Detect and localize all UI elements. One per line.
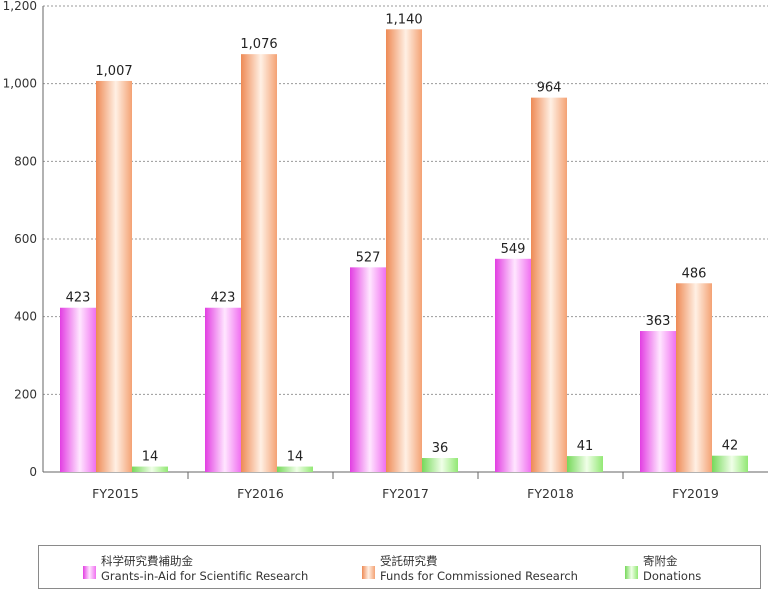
data-label: 14 [142,450,159,465]
data-label: 423 [66,291,91,306]
x-category-label: FY2018 [527,486,574,501]
data-label: 486 [682,266,707,281]
bar [531,97,567,472]
legend-label-commissioned-en: Funds for Commissioned Research [380,569,578,583]
bar [676,283,712,472]
legend-label-grants-ja: 科学研究費補助金 [101,554,193,568]
data-label: 36 [432,441,449,456]
bar [350,267,386,472]
data-label: 14 [287,450,304,465]
y-tick-label: 600 [14,232,37,246]
bar [567,456,603,472]
data-label: 527 [356,250,381,265]
bar [640,331,676,472]
bar [60,307,96,472]
legend-swatch-grants [83,566,96,579]
data-label: 42 [722,439,739,454]
legend-item-grants: 科学研究費補助金 Grants-in-Aid for Scientific Re… [83,552,373,584]
y-tick-label: 0 [29,465,37,479]
bar [96,80,132,472]
data-label: 964 [537,81,562,96]
data-label: 549 [501,242,526,257]
data-label: 1,076 [240,37,277,52]
x-category-label: FY2017 [382,486,429,501]
legend-swatch-donations [625,566,638,579]
bar [205,307,241,472]
y-tick-label: 400 [14,310,37,324]
legend-label-donations-en: Donations [643,569,702,583]
bar [422,458,458,472]
y-tick-label: 800 [14,154,37,168]
legend-label-grants-en: Grants-in-Aid for Scientific Research [101,569,309,583]
y-tick-label: 1,200 [3,0,37,13]
y-tick-label: 200 [14,387,37,401]
data-labels: 423 1,007 14 423 1,076 14 527 1,140 36 549 964 41 36… [66,12,739,464]
bar [495,258,531,472]
x-category-label: FY2016 [237,486,284,501]
legend-item-commissioned: 受託研究費 Funds for Commissioned Research [362,552,632,584]
x-category-label: FY2019 [672,486,719,501]
data-label: 363 [646,314,671,329]
legend-item-donations: 寄附金 Donations [625,552,755,584]
bar [241,54,277,473]
legend-swatch-commissioned [362,566,375,579]
data-label: 41 [577,439,594,454]
legend: 科学研究費補助金 Grants-in-Aid for Scientific Re… [38,545,761,589]
bar-chart: 0 200 400 600 800 1,000 1,200 FY2015 FY2016 FY201… [3,0,768,501]
bar [712,455,748,472]
data-label: 423 [211,291,236,306]
data-label: 1,140 [385,12,422,27]
bar [277,466,313,472]
data-label: 1,007 [95,64,132,79]
legend-label-commissioned-ja: 受託研究費 [380,554,438,568]
bar [132,466,168,472]
y-tick-label: 1,000 [3,77,37,91]
axes: 0 200 400 600 800 1,000 1,200 FY2015 FY2016 FY201… [3,0,768,501]
legend-label-donations-ja: 寄附金 [643,554,678,568]
bar [386,29,422,473]
bars [60,29,748,473]
x-category-label: FY2015 [92,486,139,501]
